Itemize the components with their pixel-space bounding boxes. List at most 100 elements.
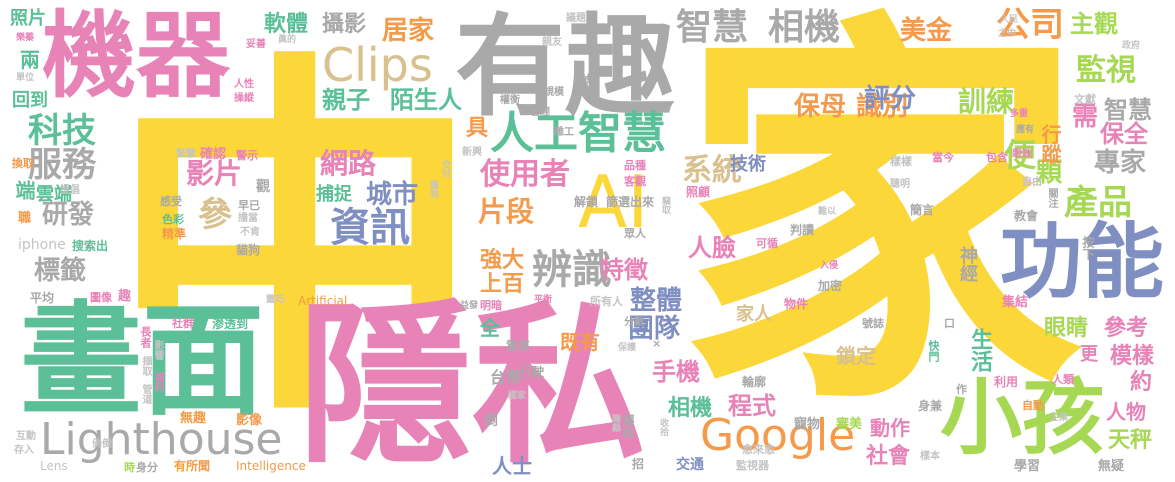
word: × [652,337,662,350]
word: 政府 [1122,41,1141,51]
word: 操縱 [234,93,254,104]
word: 照顧 [686,185,711,199]
word: 行蹤 [1038,124,1062,164]
word: 駕車 [506,339,531,353]
word: 審美 [836,417,863,432]
word: 愈來愈 [742,443,775,456]
word: 國家 [508,391,527,401]
word: 人民 [1000,15,1019,25]
word: 影像 [236,413,263,428]
word: 社會 [866,444,911,469]
word: 存入 [14,445,34,456]
word: 樣樣 [890,155,912,168]
word: 按下 [1081,236,1095,260]
word: 號誌 [862,317,884,330]
word: 台幣 [490,368,523,387]
word: 議題 [566,13,586,24]
word: 緊繫 [176,149,196,160]
word: 權衡 [500,95,520,106]
word: 平均 [30,291,55,305]
word: 當今 [932,151,954,164]
word: 難以 [818,207,837,217]
word: 端 [12,180,36,200]
word: 職 [18,211,32,226]
word: 色彩 [162,213,184,226]
word: 品種 [624,159,646,172]
word: 聯顧 [610,414,620,432]
word: 需 [1072,102,1099,132]
word: 參考 [1104,316,1149,341]
word: 畫面 [20,290,264,432]
word: 系統 [682,153,742,188]
word: 無疑 [1098,459,1125,474]
word: 樣本 [920,451,940,462]
word: 餵給 [621,414,635,438]
word: 家人 [736,304,772,325]
word: 交付 [440,160,450,178]
word: 有所聞 [174,459,211,473]
word: 有趣 [455,3,675,131]
word: 親友 [542,37,562,48]
word: 無趣 [180,411,207,426]
word: 網路 [320,147,377,180]
word: 便 [999,138,1037,170]
word: 神經 [957,246,978,282]
word: 渗透到 [212,317,249,331]
word: 交通 [676,457,704,473]
word: 自由 [1022,177,1042,188]
word: 眼睛 [1044,316,1089,341]
word: 企業 [1050,413,1069,423]
word: 城市 [366,180,419,210]
word: 雲端 [36,184,72,205]
word: 寵物 [794,417,821,432]
word: 擷取 [140,356,151,376]
word: 科技 [28,111,96,151]
word: 識別 [856,92,909,122]
word: 訓練 [958,85,1015,118]
word: 蓬勃 [428,180,438,198]
word: 可循 [756,237,778,250]
word: 動作 [870,416,910,440]
word: 攝影 [322,12,367,37]
word: 加密 [818,279,843,293]
word: 包含 [986,151,1008,164]
word: 監視 [1076,53,1136,88]
word: 影片 [186,157,243,190]
word: 快門 [927,340,940,362]
word: 智慧 [1104,96,1152,124]
word: 身分 [136,461,158,474]
word: 不肯 [240,227,260,238]
word: 擔當 [238,213,258,224]
word: 機器 [42,2,231,111]
word: 管道 [140,384,151,404]
word: 所有人 [590,295,623,308]
word: 保母 [794,92,847,122]
word: 相機 [768,7,841,48]
word: 益發 [460,301,479,311]
word: 多重 [1010,109,1029,119]
word: 人類 [1052,373,1074,386]
word: 身兼 [918,399,943,413]
word: 入侵 [820,261,839,271]
word: 教會 [1014,209,1039,223]
word: 約 [1130,370,1153,395]
word: 觀 [256,179,270,195]
word: 收拾 [658,418,668,436]
word: 長者 [139,326,152,348]
word: 智慧 [676,7,749,48]
word: AI [578,160,649,244]
word: 小孩 [940,371,1105,466]
word: 篩選出來 [606,195,655,209]
word: 簡言 [910,203,935,217]
word: 人性 [234,79,254,90]
word: 隱私 [298,285,647,482]
word: 趣 [118,289,132,304]
word: 管理 [530,107,550,118]
word: 更 [1080,344,1098,365]
word: 文獻 [1074,93,1096,106]
word: 聰明 [890,179,910,190]
word: 作 [956,383,967,396]
word: 監視器 [736,459,769,472]
word: 靈巧 [266,295,285,305]
